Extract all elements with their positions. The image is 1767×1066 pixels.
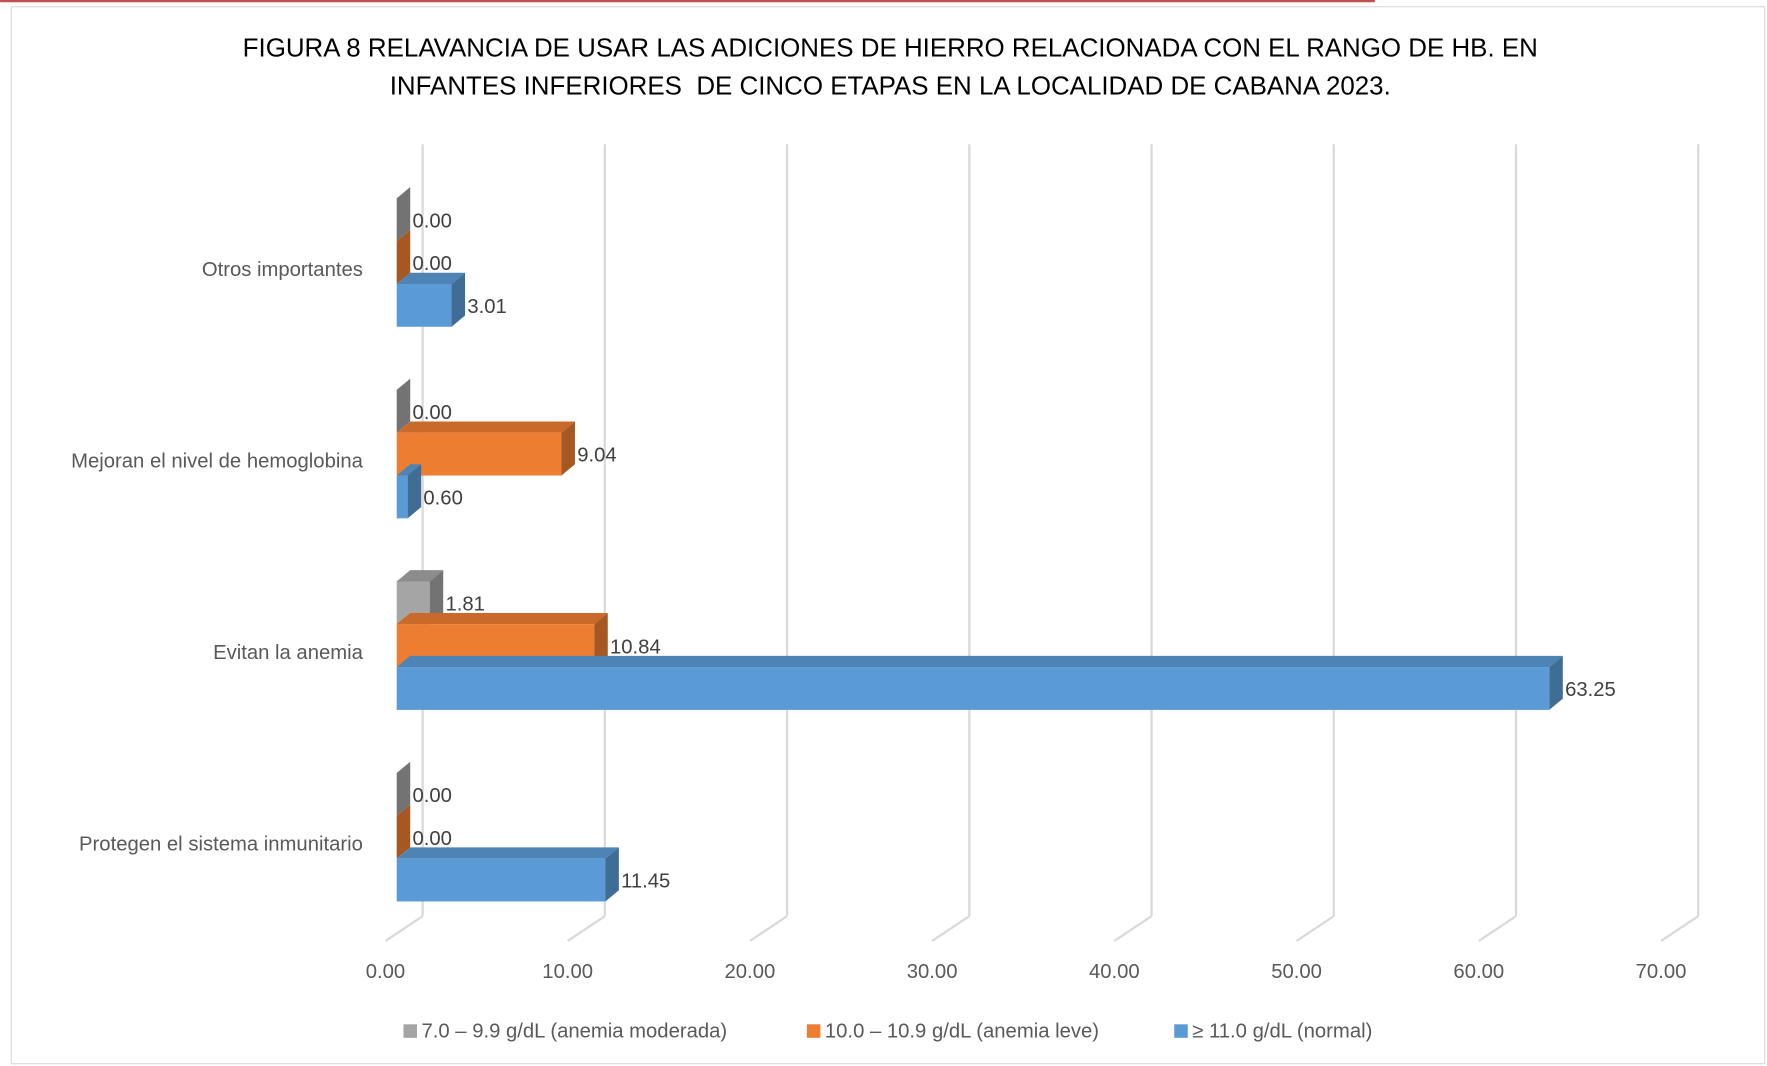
bar-face — [396, 187, 411, 242]
bar-face — [561, 421, 575, 476]
legend-swatch — [403, 1024, 417, 1038]
x-tick-label: 10.00 — [542, 961, 593, 983]
value-label: 11.45 — [621, 871, 670, 893]
value-label: 1.81 — [445, 593, 484, 615]
bar — [396, 378, 411, 433]
x-tick-label: 20.00 — [725, 961, 776, 983]
value-label: 0.60 — [423, 488, 462, 510]
bar-face — [407, 464, 422, 519]
legend-label: 7.0 – 9.9 g/dL (anemia moderada) — [421, 1021, 727, 1043]
x-tick-label: 60.00 — [1453, 961, 1504, 983]
bar-face — [396, 858, 606, 902]
value-label: 0.00 — [412, 785, 451, 807]
bar-face — [396, 421, 575, 433]
category-label: Evitan la anemia — [213, 642, 364, 664]
x-tick-label: 0.00 — [366, 961, 405, 983]
legend-swatch — [1174, 1024, 1188, 1038]
value-label: 63.25 — [1565, 679, 1616, 701]
legend-label: 10.0 – 10.9 g/dL (anemia leve) — [825, 1021, 1099, 1043]
value-label: 0.00 — [412, 828, 451, 850]
floor-line — [1478, 915, 1517, 942]
bar — [396, 229, 411, 284]
x-tick-label: 50.00 — [1271, 961, 1322, 983]
value-label: 9.04 — [577, 445, 616, 467]
chart-border — [10, 6, 1766, 1065]
bar-face — [396, 667, 1550, 710]
bar-face — [396, 804, 411, 859]
chart-title: FIGURA 8 RELAVANCIA DE USAR LAS ADICIONE… — [243, 34, 1538, 62]
bar-face — [396, 475, 408, 519]
bar-face — [429, 570, 444, 625]
floor-line — [749, 915, 788, 942]
bar-face — [396, 464, 422, 476]
bar — [396, 847, 619, 902]
bar-face — [396, 655, 1563, 668]
floor-line — [1660, 915, 1699, 942]
floor-line — [384, 915, 424, 942]
floor-line — [1113, 915, 1153, 942]
bar-face — [396, 378, 411, 433]
bar-face — [605, 847, 619, 902]
x-tick-label: 30.00 — [907, 961, 958, 983]
floor-line — [931, 915, 970, 942]
bar-face — [396, 283, 452, 327]
bar — [396, 804, 411, 859]
bar-face — [396, 570, 444, 582]
category-label: Otros importantes — [202, 259, 363, 281]
value-label: 0.00 — [412, 402, 451, 424]
bar — [396, 655, 1563, 710]
floor-line — [1295, 915, 1335, 942]
bar — [396, 272, 466, 327]
value-label: 0.00 — [412, 210, 451, 232]
bar-face — [594, 613, 608, 668]
bar — [396, 761, 411, 816]
value-label: 3.01 — [467, 296, 506, 318]
legend-label: ≥ 11.0 g/dL (normal) — [1192, 1021, 1372, 1043]
bar — [396, 187, 411, 242]
category-label: Protegen el sistema inmunitario — [79, 833, 363, 855]
x-tick-label: 70.00 — [1636, 961, 1687, 983]
floor-line — [567, 915, 606, 942]
bar-face — [396, 229, 411, 284]
bar — [396, 464, 422, 519]
bar-face — [1549, 655, 1563, 710]
value-label: 0.00 — [412, 253, 451, 275]
bar — [396, 421, 575, 476]
bar-face — [396, 272, 466, 284]
bar-face — [396, 613, 608, 625]
bar-face — [451, 272, 466, 327]
bar-face — [396, 847, 619, 859]
bar-face — [396, 761, 411, 816]
value-label: 10.84 — [610, 636, 661, 658]
x-tick-label: 40.00 — [1089, 961, 1140, 983]
category-label: Mejoran el nivel de hemoglobina — [71, 450, 364, 472]
bar-face — [396, 432, 562, 476]
chart-title: INFANTES INFERIORES DE CINCO ETAPAS EN L… — [390, 73, 1391, 101]
legend-swatch — [806, 1024, 821, 1038]
